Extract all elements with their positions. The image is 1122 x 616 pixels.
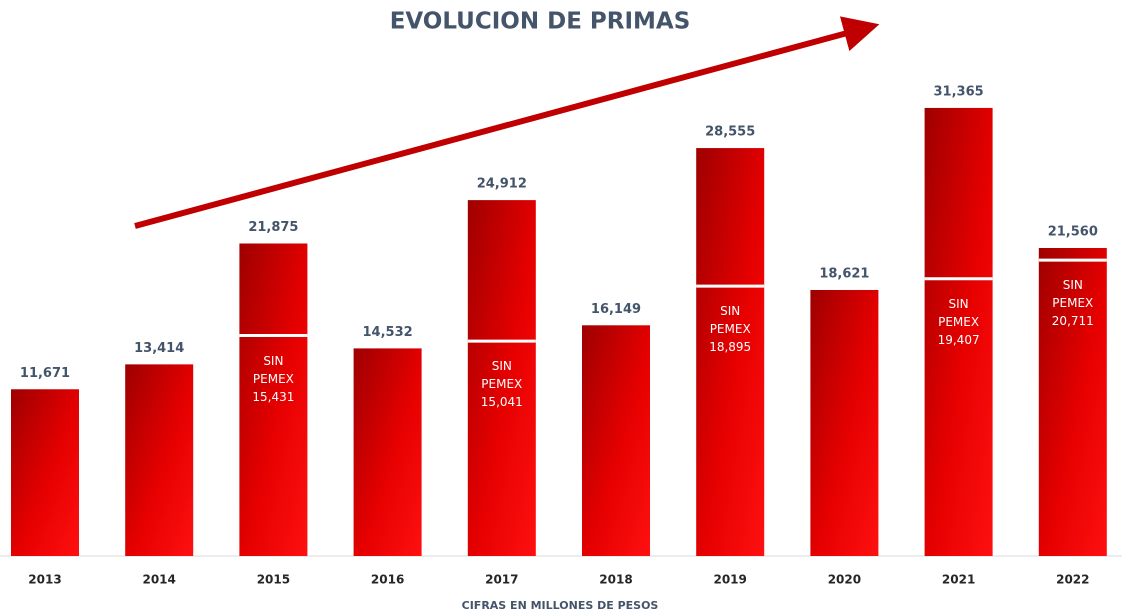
value-label: 24,912 bbox=[477, 177, 527, 192]
x-tick-label: 2019 bbox=[713, 573, 746, 587]
x-tick-label: 2016 bbox=[371, 573, 404, 587]
value-label: 13,414 bbox=[134, 341, 184, 356]
x-tick-label: 2013 bbox=[28, 573, 61, 587]
inner-label: SIN PEMEX bbox=[481, 359, 523, 392]
x-tick-label: 2014 bbox=[142, 573, 175, 587]
chart-title: EVOLUCION DE PRIMAS bbox=[390, 9, 691, 35]
x-tick-label: 2020 bbox=[828, 573, 861, 587]
value-label: 21,875 bbox=[248, 220, 298, 235]
bar bbox=[696, 148, 765, 557]
x-tick-label: 2022 bbox=[1056, 573, 1089, 587]
value-label: 31,365 bbox=[934, 84, 984, 99]
bar bbox=[924, 107, 993, 556]
value-label: 21,560 bbox=[1048, 225, 1098, 240]
x-tick-label: 2015 bbox=[257, 573, 290, 587]
bar bbox=[810, 289, 879, 556]
inner-label-box: SIN PEMEX 15,431 bbox=[243, 352, 303, 406]
trend-arrow bbox=[134, 16, 880, 229]
inner-label-box: SIN PEMEX 15,041 bbox=[472, 357, 532, 411]
value-label: 11,671 bbox=[20, 366, 70, 381]
value-label: 28,555 bbox=[705, 125, 755, 140]
x-axis-label: CIFRAS EN MILLONES DE PESOS bbox=[462, 599, 659, 612]
inner-value-label: 15,041 bbox=[480, 395, 523, 410]
bar bbox=[239, 243, 308, 556]
bar bbox=[11, 389, 79, 556]
bar bbox=[353, 348, 422, 556]
bar bbox=[467, 200, 536, 556]
value-label: 14,532 bbox=[363, 325, 413, 340]
x-tick-label: 2018 bbox=[599, 573, 632, 587]
inner-value-label: 19,407 bbox=[937, 332, 980, 347]
value-label: 18,621 bbox=[819, 266, 869, 281]
inner-label: SIN PEMEX bbox=[252, 353, 294, 386]
inner-label: SIN PEMEX bbox=[1052, 278, 1094, 311]
bar bbox=[125, 364, 194, 556]
inner-label: SIN PEMEX bbox=[938, 296, 980, 329]
inner-value-label: 15,431 bbox=[252, 389, 295, 404]
inner-label-box: SIN PEMEX 18,895 bbox=[700, 302, 760, 356]
inner-label-box: SIN PEMEX 20,711 bbox=[1043, 276, 1103, 330]
bar bbox=[582, 325, 650, 556]
inner-value-label: 18,895 bbox=[709, 340, 752, 355]
value-label: 16,149 bbox=[591, 302, 641, 317]
bar bbox=[1038, 248, 1107, 556]
x-tick-label: 2017 bbox=[485, 573, 518, 587]
inner-label: SIN PEMEX bbox=[709, 304, 751, 337]
x-tick-label: 2021 bbox=[942, 573, 975, 587]
inner-value-label: 20,711 bbox=[1051, 314, 1094, 329]
inner-label-box: SIN PEMEX 19,407 bbox=[929, 295, 989, 349]
